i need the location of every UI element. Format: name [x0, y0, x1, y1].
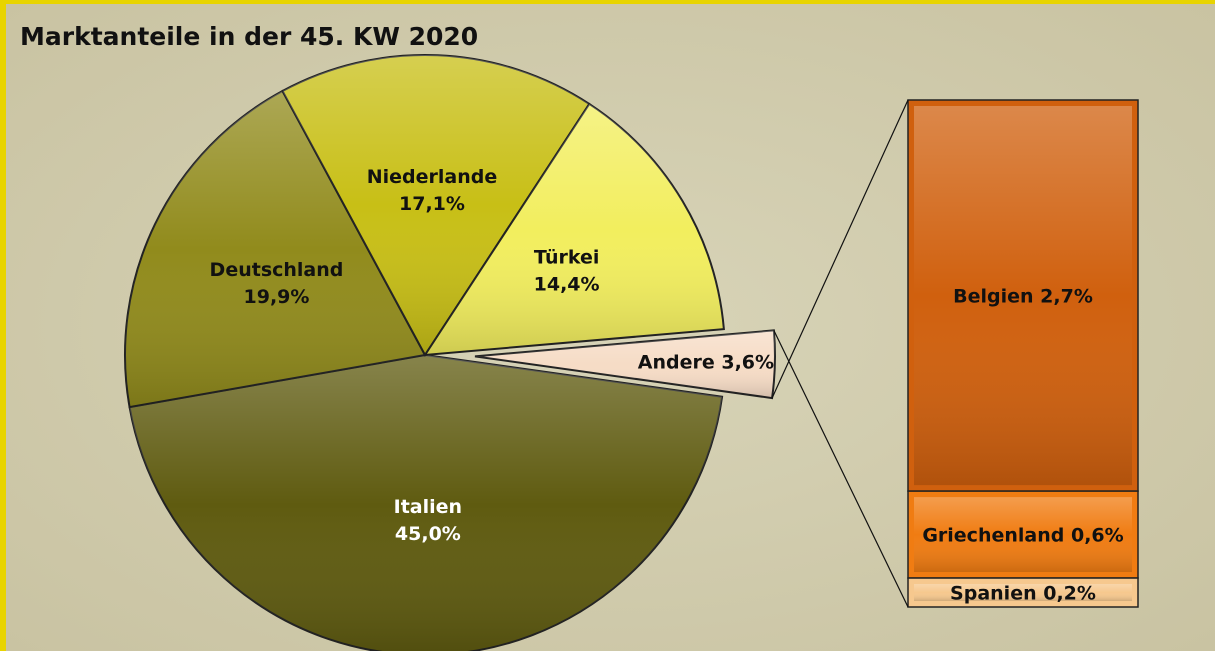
segment-bevel [914, 497, 1132, 573]
connector-line [771, 99, 909, 399]
label-name: Niederlande [367, 166, 498, 188]
slice-label: Italien 45,0% [394, 495, 462, 544]
segment-label: Griechenland 0,6% [922, 524, 1123, 546]
segment-bevel [914, 584, 1132, 601]
left-stripe [0, 0, 6, 651]
chart-title: Marktanteile in der 45. KW 2020 [20, 22, 478, 51]
label-name: Andere [638, 351, 715, 373]
slice-shine [129, 355, 723, 651]
label-value: 2,7% [1040, 285, 1093, 307]
slice-shine [474, 330, 775, 399]
slice-label: Türkei 14,4% [534, 246, 600, 295]
label-value: 14,4% [534, 273, 600, 295]
segment-label: Spanien 0,2% [950, 582, 1096, 604]
label-name: Griechenland [922, 524, 1064, 546]
label-value: 17,1% [399, 193, 465, 215]
label-value: 45,0% [395, 522, 461, 544]
label-name: Türkei [534, 246, 600, 268]
slice-label: Deutschland 19,9% [210, 259, 344, 308]
label-value: 0,6% [1071, 524, 1124, 546]
label-name: Italien [394, 495, 462, 517]
label-value: 3,6% [721, 351, 774, 373]
label-name: Spanien [950, 582, 1037, 604]
label-value: 19,9% [244, 286, 310, 308]
label-name: Belgien [953, 285, 1033, 307]
slice-label: Andere 3,6% [638, 351, 774, 373]
slice-shine [125, 91, 425, 408]
top-stripe [0, 0, 1215, 4]
slice-shine [282, 54, 590, 355]
segment-label: Belgien 2,7% [953, 285, 1093, 307]
label-name: Deutschland [210, 259, 344, 281]
label-value: 0,2% [1043, 582, 1096, 604]
slice-label: Niederlande 17,1% [367, 166, 498, 215]
segment-bevel [914, 106, 1132, 486]
connector-line [773, 330, 909, 608]
slice-shine [425, 103, 724, 355]
